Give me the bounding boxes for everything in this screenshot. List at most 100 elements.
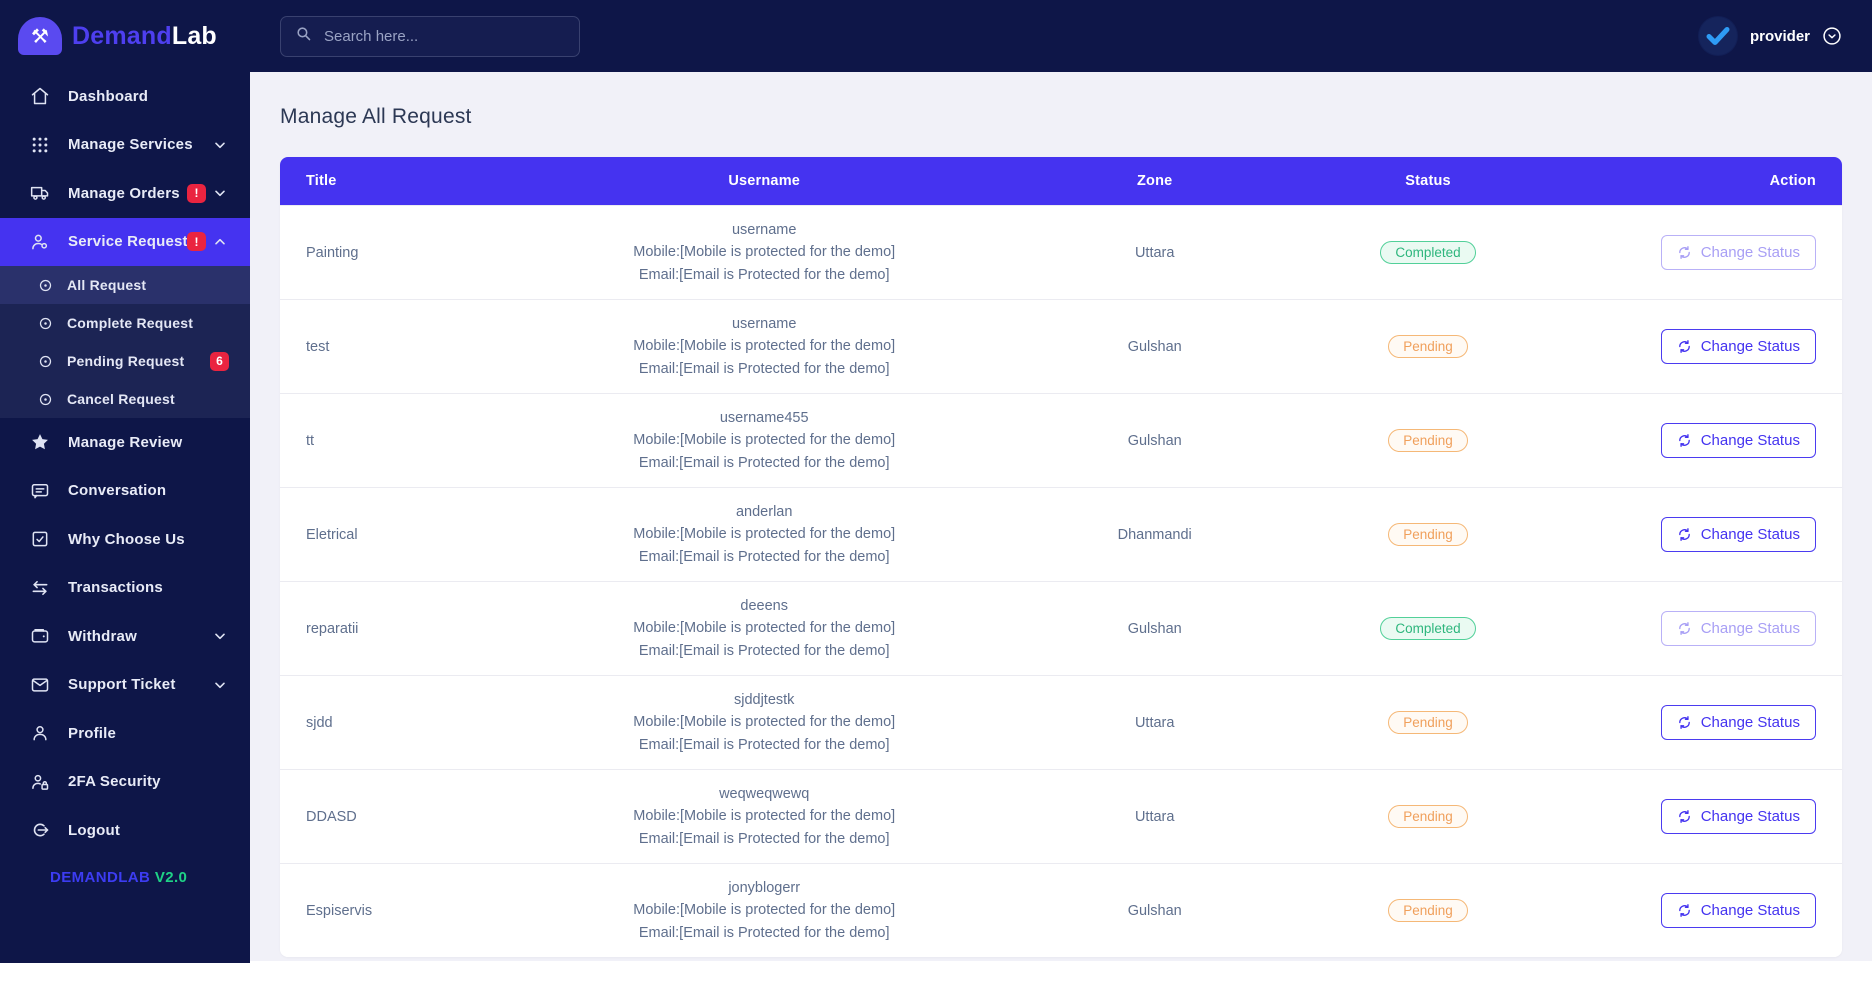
request-title: Painting [306,244,359,261]
sidebar-item-label: 2FA Security [68,773,161,791]
sidebar-item-logout[interactable]: Logout [0,806,250,855]
sidebar-item-label: Manage Review [68,433,183,451]
star-icon [30,432,50,452]
request-email: Email:[Email is Protected for the demo] [638,360,890,377]
status-badge: Completed [1380,617,1476,640]
table-row: DDASD weqweqwewq Mobile:[Mobile is prote… [280,769,1842,863]
column-header-status: Status [1405,173,1451,189]
sidebar-subitem-cancel-request[interactable]: Cancel Request [0,380,250,418]
column-header-action: Action [1769,173,1816,189]
change-status-button[interactable]: Change Status [1660,799,1816,834]
request-title: Eletrical [306,526,358,543]
request-user-cell: username455 Mobile:[Mobile is protected … [530,407,999,474]
radio-dot-icon [38,354,53,369]
request-user-cell: weqweqwewq Mobile:[Mobile is protected f… [530,783,999,850]
sidebar-item-service-request[interactable]: Service Request ! [0,217,250,266]
search-input[interactable] [324,27,565,45]
request-mobile: Mobile:[Mobile is protected for the demo… [633,338,896,355]
request-email: Email:[Email is Protected for the demo] [638,266,890,283]
sidebar-item-dashboard[interactable]: Dashboard [0,72,250,121]
wallet-icon [30,626,50,646]
request-title: tt [306,432,315,449]
sidebar-item-transactions[interactable]: Transactions [0,564,250,613]
radio-dot-icon [38,316,53,331]
table-row: Painting username Mobile:[Mobile is prot… [280,205,1842,299]
sidebar-subitem-label: Complete Request [67,315,194,331]
change-status-button[interactable]: Change Status [1660,423,1816,458]
search-icon [295,25,312,47]
change-status-button[interactable]: Change Status [1660,235,1816,270]
hammer-wrench-icon: ⚒ [18,17,62,55]
sidebar-subitem-pending-request[interactable]: Pending Request 6 [0,342,250,380]
change-status-button[interactable]: Change Status [1660,329,1816,364]
sidebar-item-label: Support Ticket [68,676,176,694]
table-row: Eletrical anderlan Mobile:[Mobile is pro… [280,487,1842,581]
request-username: username455 [719,409,809,426]
request-user-cell: anderlan Mobile:[Mobile is protected for… [530,501,999,568]
transfer-arrows-icon [30,578,50,598]
sidebar-item-why-choose-us[interactable]: Why Choose Us [0,515,250,564]
request-title: sjdd [306,714,333,731]
sidebar-item-profile[interactable]: Profile [0,709,250,758]
sidebar: ⚒ DemandLab Dashboard Manage Services [0,0,250,963]
request-mobile: Mobile:[Mobile is protected for the demo… [633,714,896,731]
sidebar-item-label: Service Request [68,233,188,251]
sidebar-item-label: Profile [68,724,117,742]
chevron-down-icon [212,628,228,644]
search-box[interactable] [280,15,580,57]
sidebar-item-2fa-security[interactable]: 2FA Security [0,758,250,807]
check-square-icon [30,529,50,549]
chevron-down-icon [212,137,228,153]
sidebar-item-conversation[interactable]: Conversation [0,467,250,516]
sidebar-item-manage-orders[interactable]: Manage Orders ! [0,169,250,218]
change-status-button[interactable]: Change Status [1660,611,1816,646]
request-username: weqweqwewq [719,785,810,802]
sidebar-nav: Dashboard Manage Services Manage Orders … [0,72,250,886]
radio-dot-icon [38,392,53,407]
request-username: deeens [740,597,788,614]
mail-icon [30,675,50,695]
request-username: jonyblogerr [728,879,801,896]
sidebar-item-manage-review[interactable]: Manage Review [0,418,250,467]
brand-logo[interactable]: ⚒ DemandLab [0,0,250,72]
user-icon [30,723,50,743]
change-status-button[interactable]: Change Status [1660,517,1816,552]
request-user-cell: jonyblogerr Mobile:[Mobile is protected … [530,877,999,944]
change-status-button[interactable]: Change Status [1660,705,1816,740]
status-badge: Pending [1388,711,1468,734]
sidebar-subitem-label: Pending Request [67,353,185,369]
request-mobile: Mobile:[Mobile is protected for the demo… [633,432,896,449]
sidebar-subitem-complete-request[interactable]: Complete Request [0,304,250,342]
page-title: Manage All Request [280,105,472,128]
request-title: reparatii [306,620,359,637]
verified-check-icon [1697,16,1738,56]
radio-dot-icon [38,278,53,293]
sidebar-item-label: Manage Services [68,136,193,154]
request-mobile: Mobile:[Mobile is protected for the demo… [633,526,896,543]
change-status-button[interactable]: Change Status [1660,893,1816,928]
request-zone: Gulshan [1127,432,1182,449]
sidebar-item-label: Dashboard [68,87,149,105]
requests-table: Title Username Zone Status Action Painti… [280,157,1842,957]
sidebar-item-label: Logout [68,821,121,839]
sidebar-item-label: Why Choose Us [68,530,185,548]
request-username: anderlan [735,503,793,520]
sidebar-item-label: Transactions [68,579,163,597]
table-header-row: Title Username Zone Status Action [280,157,1842,205]
sidebar-item-label: Manage Orders [68,184,180,202]
chevron-down-icon [212,677,228,693]
chevron-down-circle-icon [1822,26,1842,46]
request-zone: Uttara [1134,714,1175,731]
topbar: provider [250,0,1872,72]
request-zone: Dhanmandi [1117,526,1192,543]
sidebar-item-withdraw[interactable]: Withdraw [0,612,250,661]
status-badge: Pending [1388,805,1468,828]
status-badge: Pending [1388,335,1468,358]
user-name: provider [1749,27,1810,45]
user-menu[interactable]: provider [1697,16,1842,56]
sidebar-subitem-all-request[interactable]: All Request [0,266,250,304]
request-title: DDASD [306,808,357,825]
sidebar-item-manage-services[interactable]: Manage Services [0,121,250,170]
column-header-title: Title [306,173,337,189]
sidebar-item-support-ticket[interactable]: Support Ticket [0,661,250,710]
